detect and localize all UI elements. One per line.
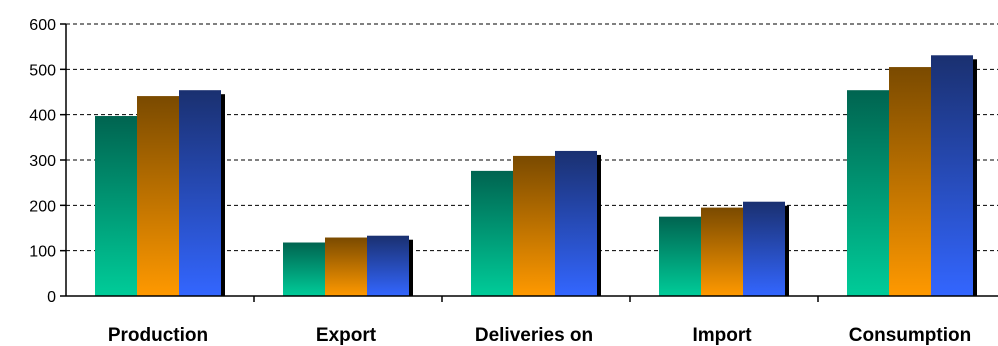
category-label: Import xyxy=(692,325,752,346)
y-tick-label: 100 xyxy=(29,244,56,261)
bar-production-series-1 xyxy=(95,116,137,296)
bar-production-series-2 xyxy=(137,96,179,296)
y-tick-label: 600 xyxy=(29,17,56,34)
category-label: Export xyxy=(316,325,377,346)
y-tick-label: 200 xyxy=(29,198,56,215)
category-label: Production xyxy=(108,325,208,346)
y-tick-label: 500 xyxy=(29,62,56,79)
bar-export-series-3 xyxy=(367,235,409,296)
y-tick-labels: 0 100 200 300 400 500 600 xyxy=(29,17,56,306)
bar-production-series-3 xyxy=(179,90,221,296)
bar-shadow xyxy=(220,94,225,296)
bar-deliveries-on-series-3 xyxy=(555,150,597,296)
bar-import-series-3 xyxy=(743,201,785,296)
category-label: Consumption xyxy=(849,325,971,346)
bars xyxy=(95,55,977,296)
bar-shadow xyxy=(596,154,601,296)
bar-shadow xyxy=(784,205,789,296)
category-labels: Production Export Deliveries on Import Consu… xyxy=(108,325,971,346)
bar-shadow xyxy=(972,59,977,296)
y-tick-label: 300 xyxy=(29,153,56,170)
bar-export-series-2 xyxy=(325,237,367,296)
y-tick-label: 0 xyxy=(47,289,56,306)
bar-deliveries-on-series-1 xyxy=(471,170,513,296)
bar-import-series-2 xyxy=(701,207,743,296)
bar-consumption-series-2 xyxy=(889,67,931,296)
bar-deliveries-on-series-2 xyxy=(513,155,555,296)
bar-import-series-1 xyxy=(659,216,701,296)
category-label: Deliveries on xyxy=(475,325,593,346)
bar-consumption-series-1 xyxy=(847,90,889,296)
axes xyxy=(60,23,998,302)
bar-consumption-series-3 xyxy=(931,55,973,296)
bar-shadow xyxy=(408,239,413,296)
y-tick-label: 400 xyxy=(29,108,56,125)
bar-export-series-1 xyxy=(283,242,325,296)
